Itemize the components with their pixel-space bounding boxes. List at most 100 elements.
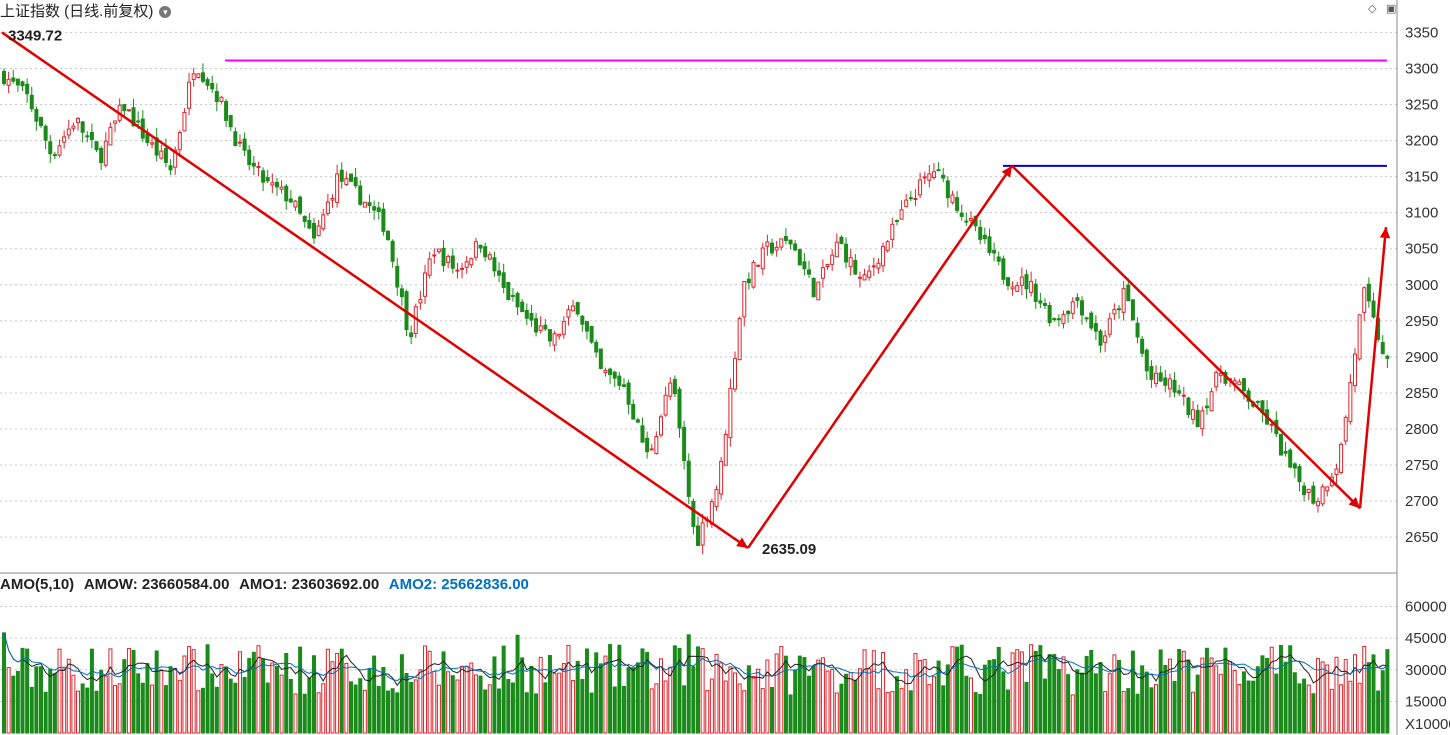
candle — [1112, 309, 1117, 315]
volume-bar — [302, 693, 307, 734]
candle — [2, 70, 6, 85]
volume-bar — [94, 690, 99, 734]
candle — [261, 170, 266, 183]
candle — [76, 117, 81, 123]
candle — [71, 125, 76, 129]
volume-bar — [293, 693, 298, 734]
volume-bar — [918, 659, 923, 734]
volume-bar — [571, 680, 576, 734]
candle — [612, 371, 617, 379]
candle — [631, 403, 636, 420]
volume-bar — [1117, 659, 1122, 734]
volume-bar — [691, 666, 696, 734]
candle — [182, 111, 187, 132]
candle — [1302, 485, 1307, 496]
volume-bar — [631, 667, 636, 734]
volume-bar — [756, 668, 761, 734]
volume-bar — [1204, 647, 1209, 734]
volume-bar — [885, 692, 890, 734]
volume-bar — [783, 655, 788, 734]
volume-bar — [908, 690, 913, 734]
candle — [950, 194, 955, 203]
candle — [80, 121, 85, 133]
candle — [205, 79, 210, 86]
volume-bar — [996, 646, 1001, 734]
volume-bar — [524, 692, 529, 734]
volume-bar — [913, 653, 918, 734]
candle — [654, 436, 659, 454]
volume-bar — [992, 659, 997, 734]
candle — [1343, 416, 1348, 442]
volume-bar — [1172, 680, 1177, 734]
volume-bar — [1015, 649, 1020, 734]
candle — [210, 83, 215, 90]
volume-bar — [478, 675, 483, 734]
candle — [968, 218, 973, 221]
volume-bar — [39, 666, 44, 734]
volume-bar — [1241, 671, 1246, 734]
volume-bar — [187, 646, 192, 734]
volume-bar — [1195, 674, 1200, 734]
volume-bar — [1056, 668, 1061, 734]
volume-bar — [2, 632, 6, 734]
candle — [395, 265, 400, 288]
volume-bar — [746, 665, 751, 734]
diamond-icon[interactable]: ◇ — [1368, 3, 1377, 15]
volume-bar — [131, 649, 136, 734]
candle — [881, 245, 886, 267]
volume-bar — [1214, 665, 1219, 734]
volume-bar — [492, 656, 497, 734]
volume-bar — [1070, 694, 1075, 734]
volume-bar — [959, 644, 964, 734]
volume-bar — [177, 679, 182, 734]
candle — [321, 214, 326, 230]
candle — [649, 448, 654, 451]
volume-bar — [645, 652, 650, 734]
candle — [1029, 280, 1034, 293]
candle — [66, 128, 71, 136]
volume-bar — [1251, 680, 1256, 734]
candle — [390, 240, 395, 262]
candle — [1380, 342, 1385, 354]
volume-bar — [395, 692, 400, 734]
candle — [1093, 323, 1098, 332]
volume-bar — [1315, 658, 1320, 734]
volume-bar — [640, 648, 645, 734]
y-tick-label: 3250 — [1405, 97, 1438, 114]
candle — [1366, 283, 1371, 302]
maximize-icon[interactable]: ▣ — [1386, 3, 1397, 15]
candle — [626, 382, 631, 405]
volume-bar — [973, 692, 978, 734]
volume-bar — [85, 687, 90, 734]
candle — [992, 249, 997, 254]
volume-bar — [520, 657, 525, 734]
volume-bar — [237, 651, 242, 734]
volume-bar — [501, 645, 506, 734]
volume-bar — [288, 678, 293, 734]
candle — [94, 141, 99, 151]
volume-bar — [1228, 660, 1233, 734]
volume-bar — [432, 670, 437, 734]
candle — [987, 236, 992, 253]
volume-bar — [108, 648, 113, 734]
candle — [381, 208, 386, 232]
amo-name: AMO(5,10) — [0, 576, 75, 593]
candle — [1191, 409, 1196, 420]
volume-bar — [386, 690, 391, 734]
candle — [876, 262, 881, 269]
candle — [219, 96, 224, 102]
volume-tick-label: 45000 — [1405, 630, 1447, 647]
volume-bar — [205, 644, 210, 734]
candle — [529, 312, 534, 321]
volume-bar — [122, 659, 127, 734]
candle — [1288, 449, 1293, 468]
chevron-down-icon[interactable]: ▾ — [159, 6, 172, 19]
volume-bar — [228, 678, 233, 734]
volume-bar — [265, 682, 270, 734]
y-tick-label: 3000 — [1405, 277, 1438, 294]
volume-bar — [797, 655, 802, 734]
candle — [99, 148, 104, 164]
volume-bar — [1371, 654, 1376, 734]
candle — [566, 309, 571, 318]
volume-bar — [807, 675, 812, 734]
